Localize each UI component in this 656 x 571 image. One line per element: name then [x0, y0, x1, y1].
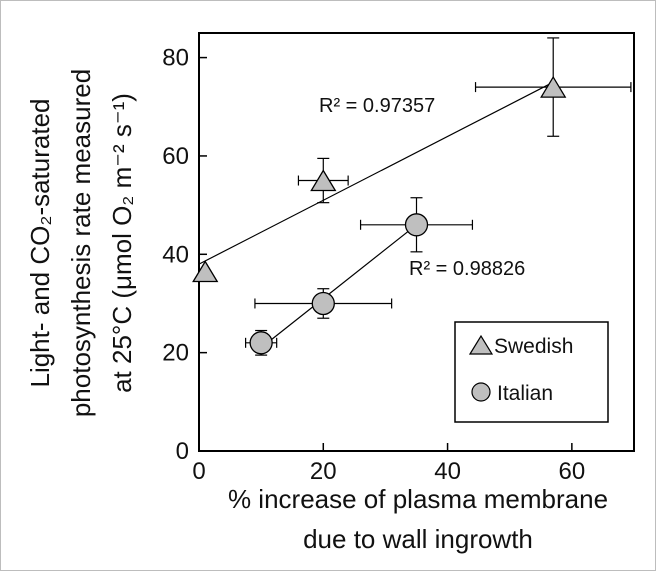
y-axis-title-line-2: photosynthesis rate measured — [66, 69, 96, 417]
legend-circle-icon — [471, 382, 491, 402]
x-tick-label: 0 — [192, 458, 205, 485]
axes: 0 20 40 60 0 20 40 60 80 — [162, 32, 635, 485]
x-axis-title-line-1: % increase of plasma membrane — [228, 484, 608, 514]
y-axis-title: Light- and CO₂-saturated photosynthesis … — [25, 69, 137, 417]
data-markers — [192, 75, 567, 355]
data-point-italian — [249, 331, 273, 355]
y-axis-ticks: 0 20 40 60 80 — [162, 45, 207, 465]
plot-area — [198, 32, 635, 452]
x-axis-title: % increase of plasma membrane due to wal… — [228, 484, 608, 554]
x-tick-label: 60 — [559, 458, 586, 485]
y-tick-label: 20 — [162, 340, 189, 367]
data-point-swedish — [310, 169, 337, 192]
trendlines — [198, 81, 554, 349]
data-point-italian — [311, 291, 335, 316]
data-point-italian — [404, 213, 429, 237]
legend-label-italian: Italian — [497, 382, 553, 405]
y-axis-title-line-3: at 25°C (μmol O₂ m⁻² s⁻¹) — [107, 93, 137, 393]
y-axis-title-line-1: Light- and CO₂-saturated — [25, 98, 55, 387]
data-point-swedish — [540, 75, 567, 98]
y-tick-label: 60 — [162, 143, 189, 170]
legend-label-swedish: Swedish — [494, 335, 573, 358]
y-tick-label: 80 — [162, 45, 189, 72]
x-axis-title-line-2: due to wall ingrowth — [303, 524, 533, 554]
r2-label-swedish: R² = 0.97357 — [319, 95, 435, 117]
x-tick-label: 40 — [434, 458, 461, 485]
trendline-swedish — [198, 81, 554, 265]
y-tick-label: 40 — [162, 241, 189, 268]
r2-label-italian: R² = 0.98826 — [409, 258, 525, 280]
trendline-italian — [260, 224, 417, 349]
x-tick-label: 20 — [310, 458, 337, 485]
error-bars — [245, 37, 632, 356]
data-point-swedish — [192, 260, 219, 283]
y-tick-label: 0 — [176, 438, 189, 465]
legend-triangle-icon — [468, 334, 494, 355]
legend: Swedish Italian — [454, 321, 609, 423]
x-axis-ticks: 0 20 40 60 — [192, 443, 585, 485]
